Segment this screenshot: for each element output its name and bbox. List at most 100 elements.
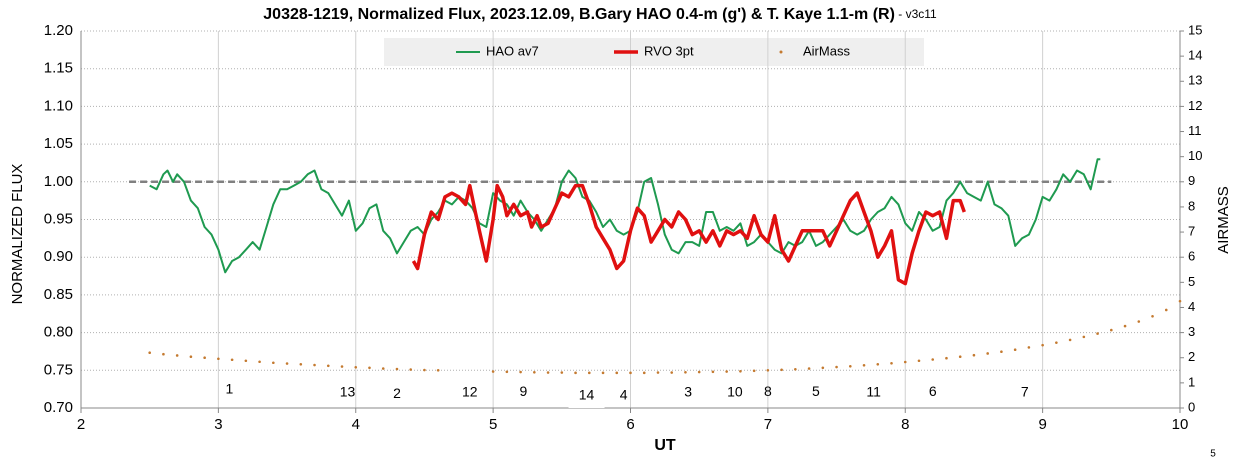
- airmass-point: [931, 358, 935, 361]
- airmass-point: [1068, 338, 1072, 342]
- airmass-point: [244, 359, 248, 363]
- airmass-point: [917, 359, 921, 363]
- airmass-point: [697, 370, 701, 374]
- airmass-point: [381, 367, 385, 370]
- airmass-point: [1123, 324, 1127, 328]
- annotation: 7: [1021, 384, 1029, 400]
- airmass-point: [175, 354, 179, 357]
- y-tick-label: 1.05: [44, 135, 73, 152]
- airmass-point: [684, 371, 687, 374]
- airmass-point: [711, 370, 715, 374]
- airmass-point: [835, 365, 838, 369]
- y2-tick-label: 14: [1188, 48, 1202, 63]
- airmass-point: [313, 363, 316, 367]
- x-tick-label: 9: [1038, 416, 1046, 433]
- airmass-point: [395, 367, 399, 371]
- airmass-point: [876, 362, 880, 366]
- airmass-point: [1137, 320, 1141, 323]
- x-axis-label: UT: [654, 437, 676, 454]
- y2-tick-label: 13: [1188, 73, 1202, 88]
- airmass-point: [752, 369, 756, 373]
- airmass-point: [739, 370, 742, 373]
- annotation: 10: [727, 384, 743, 400]
- airmass-point: [615, 371, 619, 375]
- airmass-point: [491, 370, 495, 373]
- airmass-point: [368, 366, 371, 370]
- airmass-point: [1164, 308, 1168, 312]
- airmass-point: [1013, 348, 1017, 351]
- airmass-point: [299, 362, 303, 366]
- airmass-point: [1178, 299, 1182, 303]
- airmass-point: [560, 371, 564, 374]
- airmass-point: [519, 370, 522, 374]
- annotation: 1: [225, 381, 233, 397]
- series-line: [411, 183, 966, 286]
- x-tick-label: 6: [626, 416, 634, 433]
- airmass-point: [725, 370, 728, 373]
- airmass-point: [533, 371, 536, 374]
- y-tick-label: 1.20: [44, 22, 73, 39]
- y-axis-label: NORMALIZED FLUX: [9, 164, 26, 305]
- annotation: 5: [812, 383, 820, 399]
- airmass-point: [436, 369, 440, 372]
- airmass-point: [162, 352, 165, 356]
- airmass-point: [1096, 332, 1099, 335]
- airmass-point: [326, 364, 330, 368]
- airmass-point: [189, 355, 193, 359]
- airmass-point: [1082, 335, 1086, 339]
- y2-tick-label: 11: [1188, 123, 1202, 138]
- airmass-point: [629, 371, 632, 375]
- airmass-point: [230, 358, 234, 362]
- airmass-point: [821, 366, 825, 370]
- airmass-point: [903, 360, 907, 364]
- airmass-point: [794, 367, 797, 371]
- series-line: [149, 158, 1101, 274]
- annotation: 3: [684, 384, 692, 400]
- airmass-point: [340, 365, 344, 368]
- airmass-point: [807, 367, 811, 370]
- y-tick-label: 0.75: [44, 361, 73, 378]
- airmass-point: [546, 371, 550, 374]
- annotation: 9: [519, 383, 527, 399]
- y-tick-label: 0.95: [44, 210, 73, 227]
- airmass-point: [601, 371, 605, 375]
- airmass-point: [203, 356, 206, 360]
- airmass-point: [958, 355, 962, 359]
- airmass-point: [986, 352, 989, 355]
- x-tick-label: 8: [901, 416, 909, 433]
- y2-axis-label: AIRMASS: [1215, 186, 1232, 254]
- airmass-point: [423, 368, 426, 372]
- airmass-point: [505, 370, 509, 374]
- airmass-point: [148, 351, 151, 355]
- airmass-point: [656, 371, 660, 374]
- airmass-point: [862, 363, 866, 367]
- legend-label: AirMass: [803, 43, 850, 58]
- y2-tick-label: 5: [1188, 274, 1195, 289]
- annotation: 8: [764, 383, 772, 399]
- page-number: 5: [1210, 449, 1216, 460]
- airmass-point: [1055, 341, 1058, 344]
- y-tick-label: 1.10: [44, 97, 73, 114]
- y2-tick-label: 6: [1188, 249, 1195, 264]
- y-tick-label: 0.70: [44, 399, 73, 416]
- annotation: 11: [866, 384, 881, 400]
- airmass-point: [285, 362, 289, 365]
- y2-tick-label: 7: [1188, 224, 1195, 239]
- y2-tick-label: 2: [1188, 349, 1195, 364]
- y-tick-label: 1.15: [44, 60, 73, 77]
- annotation: 2: [393, 385, 401, 401]
- airmass-point: [354, 365, 358, 369]
- y-tick-label: 0.90: [44, 248, 73, 265]
- airmass-point: [587, 371, 591, 375]
- airmass-point: [574, 371, 577, 375]
- y2-tick-label: 1: [1188, 374, 1195, 389]
- y2-tick-label: 0: [1188, 399, 1195, 414]
- x-tick-label: 5: [489, 416, 497, 433]
- annotation: 6: [929, 383, 937, 399]
- y2-tick-label: 10: [1188, 148, 1202, 163]
- title-main: J0328-1219, Normalized Flux, 2023.12.09,…: [263, 6, 895, 23]
- airmass-point: [217, 357, 220, 361]
- airmass-point: [272, 361, 275, 365]
